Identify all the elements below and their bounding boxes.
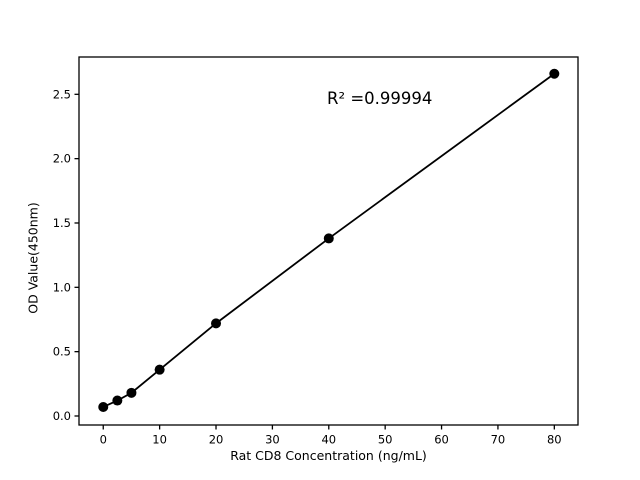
- x-tick-label: 10: [152, 433, 167, 447]
- data-point: [323, 233, 334, 244]
- x-tick-label: 60: [434, 433, 449, 447]
- x-tick-label: 50: [378, 433, 393, 447]
- x-tick-label: 70: [491, 433, 506, 447]
- y-tick-label: 2.5: [53, 87, 71, 101]
- x-axis-title: Rat CD8 Concentration (ng/mL): [230, 448, 427, 463]
- x-tick-label: 0: [100, 433, 107, 447]
- y-tick-label: 2.0: [53, 152, 71, 166]
- data-point: [211, 318, 222, 329]
- y-tick-label: 1.0: [53, 280, 71, 294]
- data-point: [154, 364, 165, 375]
- data-point: [126, 387, 137, 398]
- y-tick-label: 0.5: [53, 345, 71, 359]
- y-tick-label: 0.0: [53, 409, 71, 423]
- r-squared-annotation: R² =0.99994: [327, 89, 433, 108]
- x-tick-label: 40: [321, 433, 336, 447]
- x-tick-label: 20: [209, 433, 224, 447]
- x-tick-label: 30: [265, 433, 280, 447]
- y-tick-label: 1.5: [53, 216, 71, 230]
- data-point: [549, 68, 560, 79]
- data-point: [98, 401, 109, 412]
- data-point: [112, 395, 123, 406]
- x-tick-label: 80: [547, 433, 562, 447]
- y-axis-title: OD Value(450nm): [25, 202, 41, 314]
